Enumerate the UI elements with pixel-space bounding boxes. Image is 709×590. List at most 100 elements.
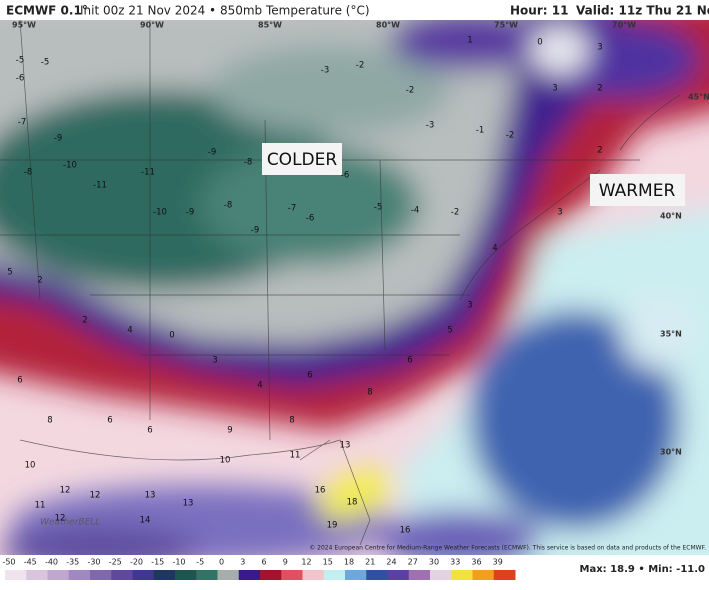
temperature-value: -5	[41, 58, 49, 68]
temperature-value: -6	[16, 74, 24, 84]
temperature-value: 14	[140, 516, 151, 526]
colorbar-cell	[345, 570, 367, 580]
temperature-value: 10	[220, 456, 231, 466]
temperature-value: -9	[186, 208, 194, 218]
longitude-label: 75°W	[494, 21, 518, 30]
colorbar-cell	[472, 570, 495, 580]
colorbar-tick-label: 24	[386, 558, 396, 567]
temperature-value: 3	[212, 356, 217, 366]
temperature-value: 5	[447, 326, 452, 336]
header-info: Init 00z 21 Nov 2024 • 850mb Temperature…	[80, 4, 370, 18]
longitude-label: 90°W	[140, 21, 164, 30]
temperature-value: -2	[506, 131, 514, 141]
colorbar-tick-label: 3	[240, 558, 245, 567]
temperature-value: 2	[597, 84, 602, 94]
temperature-value: 13	[145, 491, 156, 501]
temperature-value: -5	[16, 56, 24, 66]
model-name: ECMWF 0.1°	[6, 4, 88, 18]
temperature-value: 19	[327, 521, 338, 531]
colorbar-cell	[302, 570, 325, 580]
temperature-value: 16	[400, 526, 411, 536]
colorbar-cell	[47, 570, 70, 580]
colorbar-cell	[5, 570, 27, 580]
temperature-value: -3	[321, 66, 329, 76]
temperature-value: 16	[315, 486, 326, 496]
latitude-label: 30°N	[660, 448, 682, 457]
colorbar-tick-label: 18	[344, 558, 354, 567]
label-box	[262, 143, 342, 175]
temperature-value: 13	[183, 499, 194, 509]
colorbar-cell	[451, 570, 473, 580]
cold-annotation: COLDER	[267, 150, 338, 170]
colorbar-tick-label: 21	[365, 558, 375, 567]
temperature-value: 6	[147, 426, 152, 436]
colorbar-cell	[217, 570, 240, 580]
temperature-value: -4	[411, 206, 419, 216]
temperature-value: -6	[341, 171, 349, 181]
temperature-value: -10	[153, 208, 167, 218]
colorbar-cell	[260, 570, 282, 580]
temperature-value: -10	[63, 161, 77, 171]
temperature-value: -6	[306, 214, 314, 224]
colorbar-tick-label: -25	[109, 558, 122, 567]
longitude-label: 70°W	[612, 21, 636, 30]
warm-annotation: WARMER	[599, 181, 676, 201]
colorbar-tick-label: 12	[301, 558, 311, 567]
colorbar-cell	[175, 570, 197, 580]
temperature-value: 2	[597, 146, 602, 156]
temperature-value: 6	[107, 416, 112, 426]
colorbar-cell	[132, 570, 155, 580]
longitude-label: 95°W	[12, 21, 36, 30]
stats: Max: 18.9 • Min: -11.0	[580, 564, 706, 575]
longitude-label: 80°W	[376, 21, 400, 30]
latitude-label: 40°N	[660, 212, 682, 221]
colorbar-cell	[111, 570, 133, 580]
colorbar-tick-label: 39	[493, 558, 503, 567]
temperature-value: 3	[597, 43, 602, 53]
colorbar-tick-label: 15	[323, 558, 333, 567]
temperature-value: -9	[208, 148, 216, 158]
colorbar-tick-label: 0	[219, 558, 224, 567]
longitude-label: 85°W	[258, 21, 282, 30]
temperature-value: -8	[244, 158, 252, 168]
colorbar-tick-label: -5	[196, 558, 204, 567]
temperature-value: -2	[451, 208, 459, 218]
temperature-value: 12	[55, 514, 66, 524]
temperature-value: -9	[54, 134, 62, 144]
temperature-value: 8	[367, 388, 372, 398]
colorbar-cell	[238, 570, 261, 580]
colorbar-cell	[26, 570, 48, 580]
temperature-value: 2	[82, 316, 87, 326]
colorbar-cell	[366, 570, 388, 580]
temperature-value: 4	[127, 326, 132, 336]
colorbar-cell	[153, 570, 176, 580]
hour: Hour: 11	[510, 4, 568, 18]
colorbar-tick-label: 30	[429, 558, 439, 567]
colorbar-tick-label: 6	[261, 558, 266, 567]
label-box	[590, 174, 685, 206]
colorbar-tick-label: -50	[2, 558, 15, 567]
temperature-value: 6	[17, 376, 22, 386]
temperature-value: -9	[251, 226, 259, 236]
temperature-value: 3	[467, 301, 472, 311]
temperature-value: -2	[406, 86, 414, 96]
colorbar-cell	[387, 570, 410, 580]
watermark: WeatherBELL	[40, 518, 100, 528]
temperature-value: 9	[227, 426, 232, 436]
temperature-value: -2	[356, 61, 364, 71]
temperature-value: -8	[24, 168, 32, 178]
colorbar-tick-label: -40	[45, 558, 58, 567]
valid-time: Valid: 11z Thu 21 Nov 2024	[576, 4, 709, 18]
colorbar-tick-label: -10	[172, 558, 185, 567]
colorbar-cell	[493, 570, 516, 580]
temperature-value: 1	[467, 36, 472, 46]
colorbar-tick-label: 9	[283, 558, 288, 567]
colorbar-tick-label: -20	[130, 558, 143, 567]
colorbar-cell	[90, 570, 112, 580]
temperature-value: -3	[426, 121, 434, 131]
colorbar-tick-label: 33	[450, 558, 460, 567]
temperature-value: 3	[552, 84, 557, 94]
temperature-value: 10	[25, 461, 36, 471]
temperature-value: 4	[257, 381, 262, 391]
